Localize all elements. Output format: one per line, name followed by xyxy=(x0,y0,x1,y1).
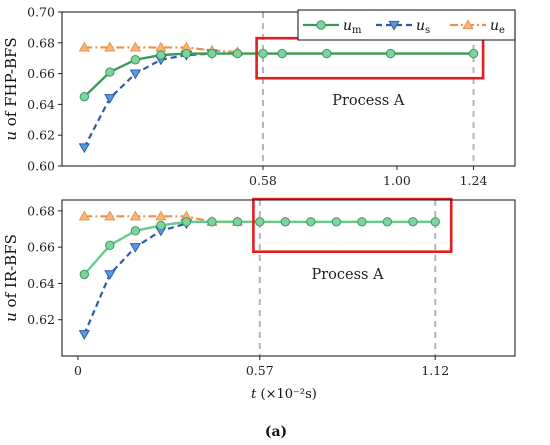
series-um-point xyxy=(280,217,291,227)
series-um-point xyxy=(255,217,265,227)
y-axis-label: u of IR-BFS xyxy=(2,234,20,322)
series-um-point xyxy=(232,217,243,227)
legend-e-point xyxy=(462,19,474,30)
legend: um us ue xyxy=(297,9,516,41)
process-box xyxy=(255,36,485,80)
series-um-point xyxy=(79,269,90,280)
y-tick-label: 0.64 xyxy=(27,97,55,112)
legend-m-point xyxy=(316,20,326,30)
legend-label-s: us xyxy=(416,18,430,36)
series-um-point xyxy=(181,48,192,59)
series-ue-point xyxy=(129,41,142,52)
series-um-point xyxy=(322,48,332,59)
y-axis-label: u of FHP-BFS xyxy=(2,37,20,140)
series-us-point xyxy=(104,270,116,280)
y-tick-label: 0.68 xyxy=(27,35,55,50)
series-ue-point xyxy=(78,210,90,221)
series-um-point xyxy=(207,48,217,59)
legend-s-point xyxy=(388,20,400,31)
x-tick-label: 1.12 xyxy=(421,363,449,378)
series-line-us xyxy=(83,222,187,335)
series-um-point xyxy=(382,217,393,227)
series-us-point xyxy=(104,94,116,104)
series-um-point xyxy=(181,217,192,227)
x-tick-label: 0.57 xyxy=(246,363,274,378)
series-um-point xyxy=(258,48,268,59)
legend-label-e: ue xyxy=(490,18,505,36)
x-tick-label: 0 xyxy=(74,363,82,378)
series-um-point xyxy=(79,92,90,102)
legend-label-m: um xyxy=(343,18,362,36)
series-um-point xyxy=(408,217,418,227)
series-um-point xyxy=(207,217,217,227)
y-tick-label: 0.62 xyxy=(27,128,55,143)
y-tick-label: 0.66 xyxy=(27,240,55,255)
series-us-point xyxy=(129,69,142,80)
series-line-um xyxy=(83,52,474,98)
series-um-point xyxy=(468,48,479,59)
series-ue-point xyxy=(104,41,116,52)
x-tick-label: 1.24 xyxy=(460,173,488,188)
series-um-point xyxy=(105,240,115,251)
figure-label: (a) xyxy=(265,424,287,440)
annotation-label: Process A xyxy=(311,267,384,283)
series-ue-point xyxy=(129,210,142,221)
series-um-point xyxy=(156,220,166,231)
series-um-point xyxy=(130,226,141,236)
y-tick-label: 0.70 xyxy=(27,5,55,20)
series-us-point xyxy=(78,143,91,154)
series-um-point xyxy=(105,67,115,77)
series-um-point xyxy=(385,48,396,59)
series-ue-point xyxy=(78,41,90,52)
series-um-point xyxy=(430,217,440,227)
plot-frame xyxy=(61,11,516,167)
x-tick-label: 1.00 xyxy=(383,173,411,188)
series-um-point xyxy=(331,217,342,227)
series-um-point xyxy=(232,48,243,59)
series-line-us xyxy=(83,52,213,149)
series-um-point xyxy=(130,55,141,65)
series-um-point xyxy=(277,48,287,59)
process-box xyxy=(252,197,453,253)
y-tick-label: 0.60 xyxy=(27,159,55,174)
plot-frame xyxy=(61,199,516,357)
series-ue-point xyxy=(155,41,167,52)
series-ue-point xyxy=(155,210,167,221)
series-um-point xyxy=(357,217,367,227)
panel-bottom: Process A 0.62 0.64 0.66 0.68 0 0.57 1.12 u of I… xyxy=(2,197,516,378)
panel-top: Process A 0.60 0.62 0.64 0.66 0.68 0.70 0.58 1.0… xyxy=(2,5,516,188)
y-tick-label: 0.68 xyxy=(27,203,55,218)
series-ue-point xyxy=(104,210,116,221)
y-tick-label: 0.64 xyxy=(27,276,55,291)
series-us-point xyxy=(78,330,91,340)
series-um-point xyxy=(156,50,166,60)
annotation-label: Process A xyxy=(332,93,405,109)
y-tick-label: 0.62 xyxy=(27,312,55,327)
x-axis-label: t (×10⁻²s) xyxy=(251,387,317,402)
series-us-point xyxy=(129,243,142,253)
y-tick-label: 0.66 xyxy=(27,66,55,81)
x-tick-label: 0.58 xyxy=(249,173,277,188)
series-um-point xyxy=(306,217,316,227)
